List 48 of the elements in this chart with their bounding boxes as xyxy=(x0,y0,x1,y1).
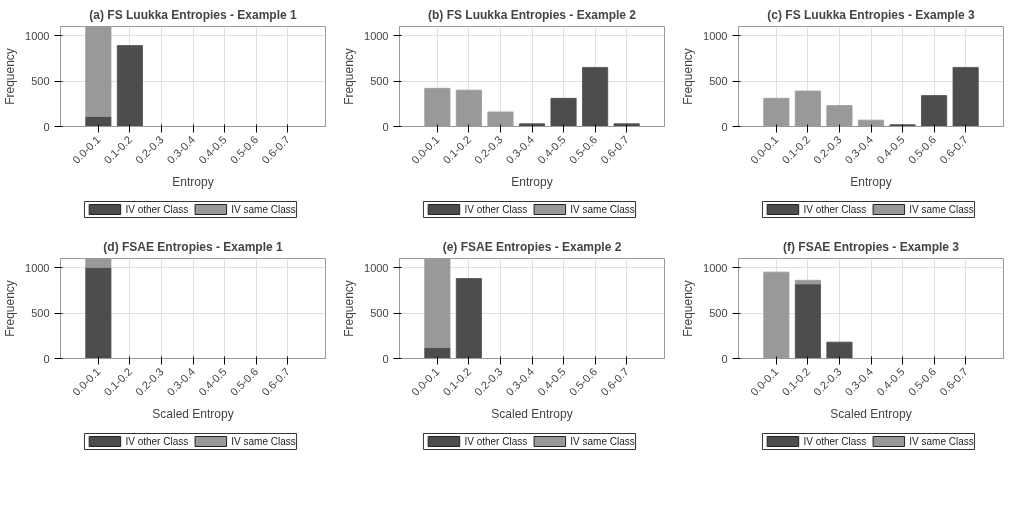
chart-title: (e) FSAE Entropies - Example 2 xyxy=(442,239,622,254)
y-tick-label: 0 xyxy=(721,352,728,365)
legend-label: IV same Class xyxy=(909,204,974,215)
x-axis-title: Scaled Entropy xyxy=(830,407,912,422)
chart-title: (b) FS Luukka Entropies - Example 2 xyxy=(427,7,637,22)
y-axis-title: Frequency xyxy=(342,280,357,337)
x-axis-title: Scaled Entropy xyxy=(152,407,234,422)
y-tick-label: 1000 xyxy=(703,29,728,42)
y-tick-label: 500 xyxy=(31,75,50,88)
legend-label: IV same Class xyxy=(570,436,635,447)
x-axis-title: Entropy xyxy=(511,175,553,190)
legend-label: IV same Class xyxy=(231,436,296,447)
x-axis-title: Scaled Entropy xyxy=(491,407,573,422)
y-tick-label: 500 xyxy=(31,307,50,320)
y-tick-label: 0 xyxy=(43,352,50,365)
y-axis-title: Frequency xyxy=(681,48,696,105)
legend-label: IV other Class xyxy=(464,436,528,447)
legend-label: IV same Class xyxy=(909,436,974,447)
legend-label: IV same Class xyxy=(231,204,296,215)
legend-label: IV other Class xyxy=(803,204,867,215)
legend-label: IV other Class xyxy=(125,204,189,215)
y-tick-label: 500 xyxy=(370,307,389,320)
y-axis-title: Frequency xyxy=(3,280,18,337)
chart-title: (f) FSAE Entropies - Example 3 xyxy=(782,239,960,254)
y-tick-label: 1000 xyxy=(25,29,50,42)
chart-title: (a) FS Luukka Entropies - Example 1 xyxy=(89,7,298,22)
y-axis-title: Frequency xyxy=(342,48,357,105)
y-tick-label: 1000 xyxy=(703,261,728,274)
y-tick-label: 500 xyxy=(370,75,389,88)
legend-label: IV same Class xyxy=(570,204,635,215)
chart-title: (c) FS Luukka Entropies - Example 3 xyxy=(767,7,976,22)
y-tick-label: 1000 xyxy=(364,261,389,274)
y-axis-title: Frequency xyxy=(3,48,18,105)
y-tick-label: 500 xyxy=(709,75,728,88)
y-tick-label: 1000 xyxy=(25,261,50,274)
y-tick-label: 1000 xyxy=(364,29,389,42)
y-tick-label: 0 xyxy=(382,120,389,133)
y-tick-label: 500 xyxy=(709,307,728,320)
x-axis-title: Entropy xyxy=(850,175,892,190)
legend-label: IV other Class xyxy=(464,204,528,215)
y-tick-label: 0 xyxy=(43,120,50,133)
chart-title: (d) FSAE Entropies - Example 1 xyxy=(103,239,284,254)
x-axis-title: Entropy xyxy=(172,175,214,190)
legend-label: IV other Class xyxy=(125,436,189,447)
y-tick-label: 0 xyxy=(382,352,389,365)
legend-label: IV other Class xyxy=(803,436,867,447)
y-axis-title: Frequency xyxy=(681,280,696,337)
y-tick-label: 0 xyxy=(721,120,728,133)
